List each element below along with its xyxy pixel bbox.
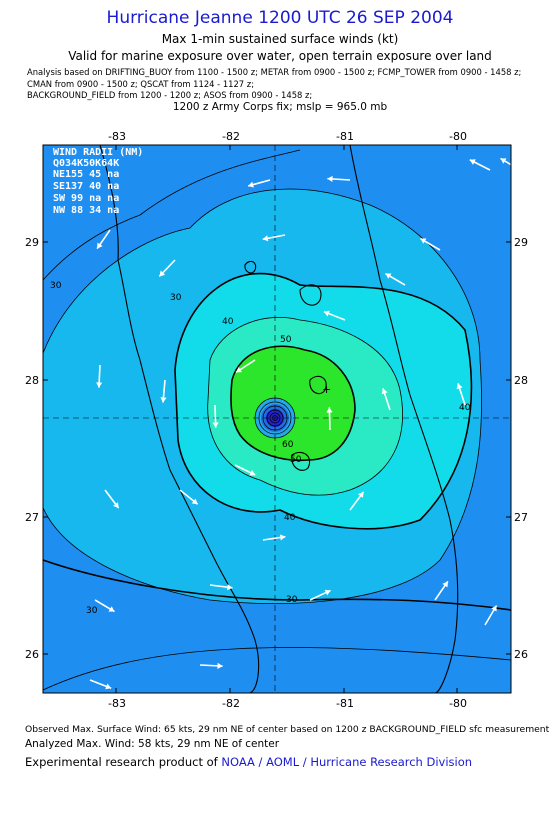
wind-vector-head xyxy=(324,589,331,596)
wind-radii-sw: SW 99 na na xyxy=(53,193,119,204)
lon-tick-label: -83 xyxy=(108,130,126,143)
wind-vector-head xyxy=(97,242,103,249)
lon-tick-label: -80 xyxy=(449,130,467,143)
wind-vector-head xyxy=(279,534,286,541)
wind-vector-head xyxy=(235,366,242,373)
wind-radii-nw: NW 88 34 na xyxy=(53,205,119,216)
wind-vectors xyxy=(89,157,511,690)
wind-vector-head xyxy=(420,238,427,244)
contour-label: 30 xyxy=(286,595,298,605)
analyzed-max-wind: Analyzed Max. Wind: 58 kts, 29 nm NE of … xyxy=(25,738,280,750)
lon-tick-label: -82 xyxy=(222,130,240,143)
source-line-3: BACKGROUND_FIELD from 1200 - 1200 z; ASO… xyxy=(27,90,313,100)
lon-tick-label: -81 xyxy=(336,697,354,710)
lat-tick-label: 28 xyxy=(25,374,39,387)
contour-label: 40 xyxy=(459,403,471,413)
contour-lines xyxy=(43,149,511,691)
observed-max-wind: Observed Max. Surface Wind: 65 kts, 29 n… xyxy=(25,724,550,735)
contour-label: 40 xyxy=(222,317,234,327)
wind-vector-head xyxy=(381,388,388,395)
lat-tick-label: 29 xyxy=(514,236,528,249)
lat-tick-label: 28 xyxy=(514,374,528,387)
wind-vector-head xyxy=(248,181,254,188)
max-wind-marker: + xyxy=(322,383,331,396)
wind-vector-head xyxy=(500,158,507,164)
wind-contours: + WIND RADII (NM) Q034K50K64K NE155 45 n… xyxy=(43,145,511,693)
credit-line: Experimental research product of NOAA / … xyxy=(25,755,472,769)
wind-vector-head xyxy=(262,235,269,242)
wind-vector-head xyxy=(217,662,223,669)
contour-label: 40 xyxy=(284,513,296,523)
wind-vector-head xyxy=(159,270,166,277)
wind-vector-head xyxy=(358,491,364,498)
wind-vector-head xyxy=(469,159,476,165)
wind-vector-head xyxy=(108,606,115,612)
wind-vector-head xyxy=(191,498,198,505)
wind-radii-ne: NE155 45 na xyxy=(53,169,119,180)
contour-label: 30 xyxy=(170,293,182,303)
wind-vector-head xyxy=(105,683,112,690)
credit-prefix: Experimental research product of xyxy=(25,755,222,769)
credit-org-link[interactable]: NOAA / AOML / Hurricane Research Divisio… xyxy=(221,755,473,769)
wind-vector-head xyxy=(212,422,219,428)
latitude-ticks-right: 29 28 27 26 xyxy=(514,236,528,661)
lat-tick-label: 26 xyxy=(514,648,528,661)
wind-vector-head xyxy=(442,581,448,588)
lon-tick-label: -82 xyxy=(222,697,240,710)
lat-tick-label: 29 xyxy=(25,236,39,249)
wind-radii-header: WIND RADII (NM) xyxy=(53,147,143,158)
lon-tick-label: -83 xyxy=(108,697,126,710)
axis-tick-marks xyxy=(43,145,511,693)
contour-label: 60 xyxy=(282,440,294,450)
contour-label: 50 xyxy=(290,455,302,465)
contour-label: 50 xyxy=(280,335,292,345)
wind-vector-head xyxy=(456,383,463,390)
wind-vector-head xyxy=(113,502,119,509)
validity-note: Valid for marine exposure over water, op… xyxy=(68,49,492,63)
wind-radii-box: WIND RADII (NM) Q034K50K64K NE155 45 na … xyxy=(53,147,143,216)
wind-vector-head xyxy=(160,397,167,403)
wind-vector-head xyxy=(227,584,233,591)
contour-label: 30 xyxy=(50,281,62,291)
source-line-1: Analysis based on DRIFTING_BUOY from 110… xyxy=(27,67,522,77)
wind-radii-columns: Q034K50K64K xyxy=(53,158,119,169)
contour-label: 30 xyxy=(86,606,98,616)
lat-tick-label: 26 xyxy=(25,648,39,661)
lon-tick-label: -80 xyxy=(449,697,467,710)
center-fix: 1200 z Army Corps fix; mslp = 965.0 mb xyxy=(172,101,388,113)
wind-vector-head xyxy=(385,273,392,279)
lat-tick-label: 27 xyxy=(514,511,528,524)
map-frame xyxy=(42,144,512,694)
wind-vector-head xyxy=(327,175,333,183)
wind-radii-se: SE137 40 na xyxy=(53,181,119,192)
longitude-ticks-top: -83 -82 -81 -80 xyxy=(108,130,467,143)
lat-tick-label: 27 xyxy=(25,511,39,524)
longitude-ticks-bottom: -83 -82 -81 -80 xyxy=(108,697,467,710)
source-line-2: CMAN from 0900 - 1500 z; QSCAT from 1124… xyxy=(27,79,255,89)
wind-vector-head xyxy=(96,382,103,388)
map-title: Hurricane Jeanne 1200 UTC 26 SEP 2004 xyxy=(106,8,454,28)
wind-vector-head xyxy=(491,605,497,612)
wind-vector-head xyxy=(323,310,330,317)
wind-vector-head xyxy=(326,407,333,413)
map-subtitle: Max 1-min sustained surface winds (kt) xyxy=(161,32,399,46)
contour-value-labels: 30 30 30 30 40 40 40 50 50 60 xyxy=(50,281,471,616)
wind-vector-head xyxy=(249,470,256,476)
lon-tick-label: -81 xyxy=(336,130,354,143)
coastline xyxy=(99,145,459,693)
latitude-ticks-left: 29 28 27 26 xyxy=(25,236,39,661)
